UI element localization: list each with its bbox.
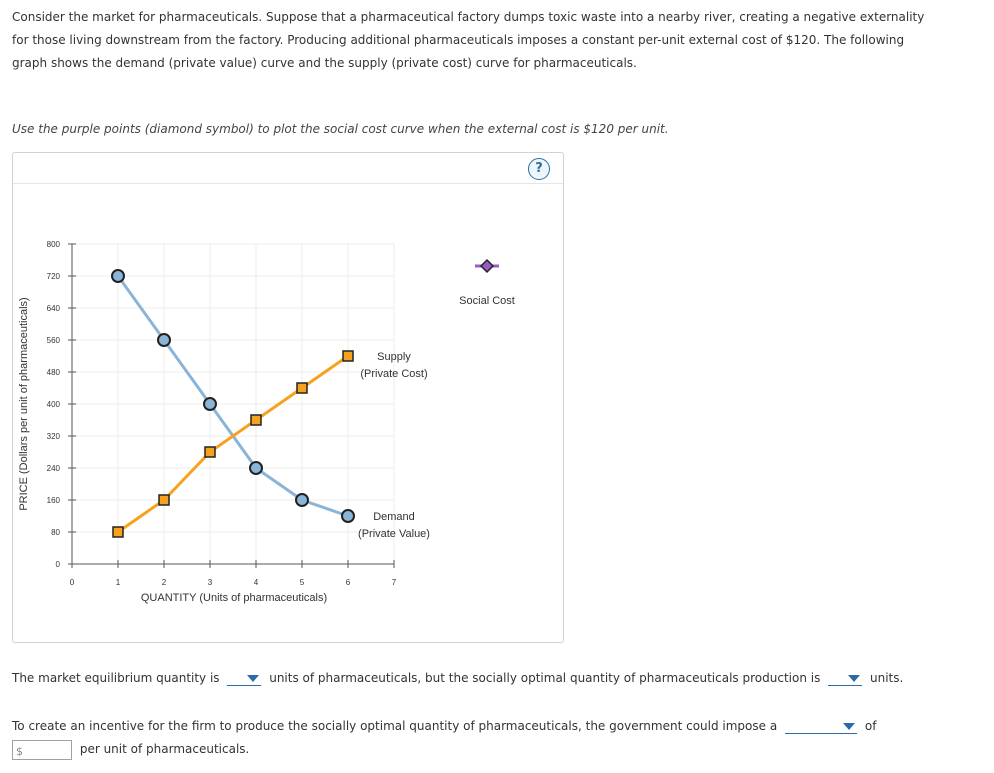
x-tick-label: 2 [162, 578, 167, 587]
y-tick-label: 800 [47, 240, 61, 249]
y-tick-label: 480 [47, 368, 61, 377]
y-axis-label: PRICE (Dollars per unit of pharmaceutica… [18, 297, 30, 510]
intro-line-2: for those living downstream from the fac… [12, 33, 905, 47]
intro-line-3: graph shows the demand (private value) c… [12, 56, 637, 70]
x-tick-label: 4 [254, 578, 259, 587]
x-tick-label: 6 [346, 578, 351, 587]
supply-line [117, 354, 349, 534]
graph-panel-header: ? [13, 153, 563, 184]
x-tick-label: 1 [116, 578, 121, 587]
y-tick-label: 400 [47, 400, 61, 409]
y-tick-label: 320 [47, 432, 61, 441]
x-axis-label: QUANTITY (Units of pharmaceuticals) [141, 592, 327, 604]
y-tick-label: 80 [51, 528, 60, 537]
graph-panel: ? 0 80 160 240 320 400 480 560 640 720 800 0 1 2 3 4 5 6 7… [12, 152, 564, 643]
demand-point [295, 493, 309, 507]
x-tick-label: 7 [392, 578, 397, 587]
demand-label: Demand [373, 511, 415, 523]
y-tick-label: 720 [47, 272, 61, 281]
question-mark-icon[interactable]: ? [528, 158, 550, 180]
x-tick-label: 3 [208, 578, 213, 587]
dropdown-arrow-icon [843, 723, 856, 730]
q2-text-1: To create an incentive for the firm to p… [12, 719, 778, 733]
dollar-sign: $ [16, 744, 23, 758]
demand-point [249, 461, 263, 475]
demand-line [116, 275, 349, 518]
supply-label: Supply [377, 351, 411, 363]
y-tick-label: 240 [47, 464, 61, 473]
chart-canvas[interactable]: 0 80 160 240 320 400 480 560 640 720 800 0 1 2 3 4 5 6 7 QU… [13, 153, 563, 642]
y-tick-label: 640 [47, 304, 61, 313]
question-3: $ per unit of pharmaceuticals. [12, 739, 249, 760]
demand-point [203, 397, 217, 411]
x-tick-label: 5 [300, 578, 305, 587]
social-cost-label: Social Cost [459, 295, 515, 307]
question-2: To create an incentive for the firm to p… [12, 716, 876, 736]
dropdown-arrow-icon [247, 675, 260, 682]
supply-point [112, 526, 124, 538]
intro-text: Consider the market for pharmaceuticals.… [12, 6, 972, 75]
supply-point [296, 382, 308, 394]
supply-point [204, 446, 216, 458]
amount-input[interactable]: $ [12, 739, 72, 760]
x-tick-label: 0 [70, 578, 75, 587]
equilibrium-quantity-dropdown[interactable] [227, 671, 262, 686]
question-1: The market equilibrium quantity is units… [12, 668, 903, 688]
q1-text-3: units. [869, 671, 904, 685]
instruction-text: Use the purple points (diamond symbol) t… [12, 122, 669, 136]
demand-point [111, 269, 125, 283]
social-cost-diamond-icon[interactable] [479, 258, 495, 274]
supply-sublabel: (Private Cost) [360, 368, 427, 380]
q2-text-2: of [864, 719, 877, 733]
supply-point [250, 414, 262, 426]
y-tick-label: 560 [47, 336, 61, 345]
y-tick-label: 160 [47, 496, 61, 505]
policy-type-dropdown[interactable] [785, 719, 858, 734]
demand-point [157, 333, 171, 347]
q1-text-1: The market equilibrium quantity is [12, 671, 220, 685]
demand-point [341, 509, 355, 523]
dropdown-arrow-icon [848, 675, 861, 682]
demand-sublabel: (Private Value) [358, 528, 430, 540]
optimal-quantity-dropdown[interactable] [828, 671, 863, 686]
q1-text-2: units of pharmaceuticals, but the social… [269, 671, 821, 685]
supply-point [342, 350, 354, 362]
q3-text: per unit of pharmaceuticals. [79, 742, 250, 756]
supply-point [158, 494, 170, 506]
intro-line-1: Consider the market for pharmaceuticals.… [12, 10, 925, 24]
y-tick-label: 0 [56, 560, 61, 569]
